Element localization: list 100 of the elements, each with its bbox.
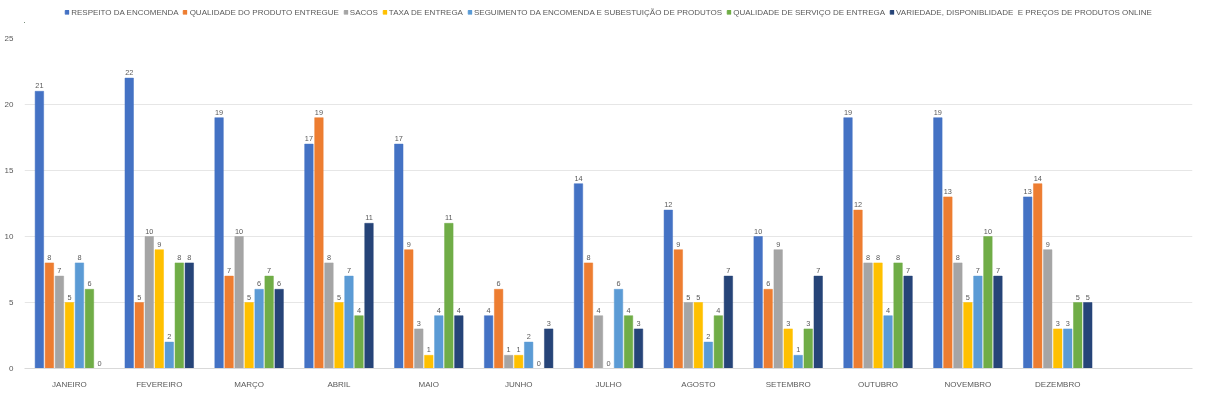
- y-tick-label: 20: [4, 100, 15, 109]
- bar: [1073, 302, 1083, 369]
- bar: [713, 315, 723, 369]
- legend-label: QUALIDADE DE SERVIÇO DE ENTREGA: [733, 7, 886, 17]
- bar: [214, 117, 224, 369]
- bar: [254, 289, 264, 369]
- bar: [314, 117, 324, 369]
- legend-label: VARIEDADE, DISPONIBLIDADE E PREÇOS DE PRODUTOS ONLINE: [896, 7, 1152, 17]
- bar: [953, 262, 963, 369]
- bar: [843, 117, 853, 369]
- bar: [1063, 328, 1073, 369]
- bar: [573, 183, 583, 369]
- bar: [634, 328, 644, 369]
- y-tick-label: 0: [9, 364, 15, 373]
- bar: [883, 315, 893, 369]
- bar: [504, 355, 514, 369]
- bar: [943, 196, 953, 369]
- bar: [224, 275, 234, 369]
- bar: [444, 223, 454, 369]
- x-tick-label: JUNHO: [504, 379, 533, 389]
- bar: [933, 117, 943, 369]
- bar: [903, 275, 913, 369]
- bar: [34, 91, 44, 369]
- bar: [354, 315, 364, 369]
- bar: [414, 328, 424, 369]
- bar: [164, 341, 174, 369]
- bar: [344, 275, 354, 369]
- x-tick-label: ABRIL: [327, 379, 352, 389]
- bar: [334, 302, 344, 369]
- bar: [64, 302, 74, 369]
- x-tick-label: SETEMBRO: [765, 379, 811, 389]
- bar: [454, 315, 464, 369]
- bar: [813, 275, 823, 369]
- y-tick-label: 25: [4, 34, 15, 43]
- y-tick-label: 15: [4, 166, 15, 175]
- bar: [304, 143, 314, 369]
- bar: [673, 249, 683, 369]
- x-tick-label: DEZEMBRO: [1035, 379, 1081, 389]
- bar: [174, 262, 184, 369]
- bar: [364, 223, 374, 369]
- bar: [424, 355, 434, 369]
- bar: [184, 262, 194, 369]
- bar: [624, 315, 634, 369]
- x-tick-label: MAIO: [418, 379, 440, 389]
- y-tick-label: 5: [9, 298, 15, 307]
- x-tick-label: JULHO: [595, 379, 622, 389]
- bar: [234, 236, 244, 369]
- bar: [663, 209, 673, 369]
- bar: [44, 262, 54, 369]
- bar: [973, 275, 983, 369]
- bar: [394, 143, 404, 369]
- x-tick-label: AGOSTO: [681, 379, 716, 389]
- bar: [544, 328, 554, 369]
- bar: [863, 262, 873, 369]
- x-tick-label: FEVEREIRO: [136, 379, 183, 389]
- bar: [484, 315, 494, 369]
- bar: [124, 77, 134, 369]
- bar: [244, 302, 254, 369]
- bar: [963, 302, 973, 369]
- x-tick-label: JANEIRO: [52, 379, 87, 389]
- bar: [324, 262, 334, 369]
- bar: [793, 355, 803, 369]
- x-tick-label: NOVEMBRO: [944, 379, 992, 389]
- bar: [783, 328, 793, 369]
- legend-label: TAXA DE ENTREGA: [388, 7, 463, 17]
- bar: [1033, 183, 1043, 369]
- legend-label: RESPEITO DA ENCOMENDA: [71, 7, 179, 17]
- x-tick-label: OUTUBRO: [858, 379, 899, 389]
- bar: [494, 289, 504, 369]
- bar: [683, 302, 693, 369]
- bar: [803, 328, 813, 369]
- bar: [404, 249, 414, 369]
- x-tick-label: MARÇO: [234, 379, 265, 389]
- bar: [703, 341, 713, 369]
- bar: [1043, 249, 1053, 369]
- bar: [1053, 328, 1063, 369]
- bar: [154, 249, 164, 369]
- bar: [54, 275, 64, 369]
- bar: [434, 315, 444, 369]
- bar: [693, 302, 703, 369]
- legend-label: SEGUIMENTO DA ENCOMENDA E SUBESTUIÇÃO DE PRODUTOS: [473, 7, 723, 17]
- bar: [593, 315, 603, 369]
- bar: [264, 275, 274, 369]
- bar: [893, 262, 903, 369]
- bar: [74, 262, 84, 369]
- bar: [514, 355, 524, 369]
- bar: [723, 275, 733, 369]
- bar: [763, 289, 773, 369]
- bar: [983, 236, 993, 369]
- bar: [84, 289, 94, 369]
- bar: [1083, 302, 1093, 369]
- bar: [274, 289, 284, 369]
- bar: [524, 341, 534, 369]
- bar: [873, 262, 883, 369]
- bar: [1023, 196, 1033, 369]
- legend-label: QUALIDADE DO PRODUTO ENTREGUE: [189, 7, 339, 17]
- bar: [993, 275, 1003, 369]
- y-tick-label: 10: [4, 232, 15, 241]
- bar: [134, 302, 144, 369]
- bar: [144, 236, 154, 369]
